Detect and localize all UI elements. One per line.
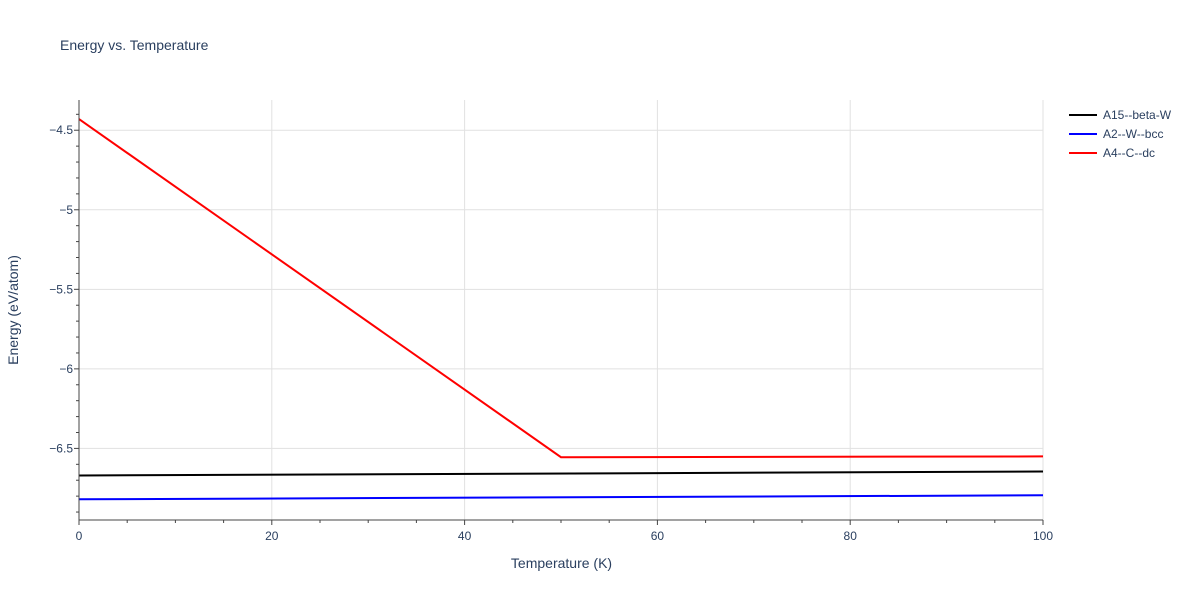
- y-tick-label: −5.5: [49, 282, 73, 296]
- y-tick-label: −4.5: [49, 123, 73, 137]
- x-axis-title: Temperature (K): [511, 555, 612, 571]
- x-tick-label: 60: [651, 529, 665, 543]
- legend-label: A2--W--bcc: [1103, 127, 1163, 141]
- y-tick-label: −6: [59, 362, 73, 376]
- series-line-a4-c-dc: [78, 118, 1044, 459]
- x-tick-label: 100: [1033, 529, 1053, 543]
- series-line-a15-beta-w: [78, 470, 1044, 477]
- series-layer: [78, 118, 1044, 501]
- y-axis-title: Energy (eV/atom): [5, 255, 21, 365]
- series-line-a2-w-bcc: [78, 494, 1044, 501]
- y-tick-label: −6.5: [49, 441, 73, 455]
- x-tick-label: 80: [844, 529, 858, 543]
- x-tick-label: 0: [76, 529, 83, 543]
- x-axis-ticks: 0 20 40 60 80 100: [76, 520, 1053, 543]
- x-tick-label: 40: [458, 529, 472, 543]
- legend-item-a4-c-dc[interactable]: A4--C--dc: [1069, 146, 1155, 160]
- legend-item-a15-beta-w[interactable]: A15--beta-W: [1069, 108, 1172, 122]
- chart-title: Energy vs. Temperature: [60, 37, 209, 53]
- legend[interactable]: A15--beta-W A2--W--bcc A4--C--dc: [1069, 108, 1172, 160]
- x-tick-label: 20: [265, 529, 279, 543]
- grid: [79, 100, 1044, 520]
- legend-label: A4--C--dc: [1103, 146, 1155, 160]
- legend-item-a2-w-bcc[interactable]: A2--W--bcc: [1069, 127, 1163, 141]
- y-axis-ticks: −4.5 −5 −5.5 −6 −6.5: [49, 113, 79, 513]
- y-tick-label: −5: [59, 203, 73, 217]
- legend-label: A15--beta-W: [1103, 108, 1172, 122]
